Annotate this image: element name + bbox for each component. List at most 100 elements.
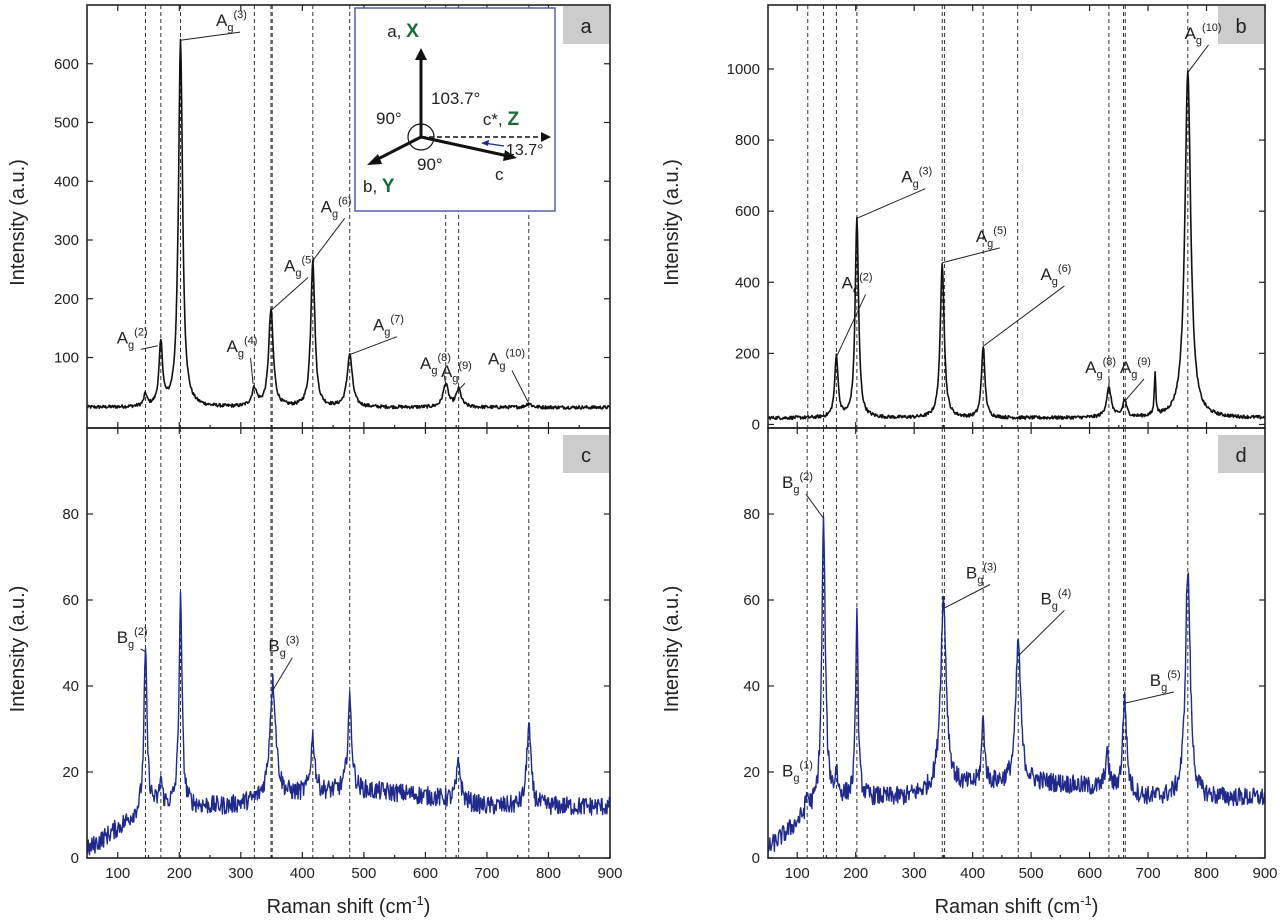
x-tick-label-d-600: 600 [1077, 865, 1102, 882]
b-axis-text: b, [363, 177, 377, 196]
y-tick-label-a-300: 300 [54, 232, 79, 249]
c-axis-label: c [495, 165, 504, 184]
peak-label-sup: (10) [505, 348, 525, 360]
peak-label-b-0: Ag(2) [842, 271, 873, 296]
x-tick-label-d-100: 100 [785, 865, 810, 882]
peak-label-sup: (9) [1137, 356, 1150, 368]
peak-label-main: A [373, 316, 385, 335]
b-axis-bold: Y [382, 176, 395, 197]
peak-label-sub: g [1196, 35, 1202, 47]
peak-label-d-3: Bg(4) [1040, 587, 1071, 612]
peak-leader-a-0 [140, 345, 158, 350]
peak-leader-d-2 [943, 584, 991, 610]
x-tick-label-c-800: 800 [536, 865, 561, 882]
panel-letter-d: d [1235, 445, 1246, 467]
peak-label-sup: (3) [286, 635, 299, 647]
peak-label-sub: g [295, 267, 301, 279]
peak-label-sub: g [793, 772, 799, 784]
peak-label-main: A [117, 328, 129, 347]
peak-label-sup: (2) [134, 626, 147, 638]
peak-label-sub: g [238, 348, 244, 360]
x-tick-label-c-700: 700 [474, 865, 499, 882]
y-tick-label-c-40: 40 [62, 678, 79, 695]
peak-label-main: B [268, 637, 279, 656]
x-tick-label-c-100: 100 [105, 865, 130, 882]
x-axis-title-sup: -1 [412, 893, 424, 908]
x-axis-title-text: Raman shift (cm [935, 896, 1081, 918]
x-tick-label-d-500: 500 [1019, 865, 1044, 882]
peak-label-a-4: Ag(6) [321, 195, 352, 220]
x-tick-label-c-400: 400 [290, 865, 315, 882]
x-tick-label-d-300: 300 [902, 865, 927, 882]
spectrum-line-b [767, 70, 1266, 421]
peak-leader-a-7 [458, 382, 466, 391]
peak-label-main: A [216, 11, 228, 30]
peak-label-main: A [1040, 265, 1052, 284]
peak-label-sup: (6) [1058, 263, 1071, 275]
peak-label-sup: (5) [302, 254, 315, 266]
y-tick-label-d-60: 60 [743, 592, 760, 609]
peak-label-d-1: Bg(2) [782, 471, 813, 496]
peak-label-b-5: Ag(9) [1120, 356, 1151, 381]
x-tick-label-d-700: 700 [1136, 865, 1161, 882]
peak-label-main: B [966, 564, 977, 583]
spectrum-line-a [86, 38, 611, 410]
peak-label-main: B [782, 761, 793, 780]
peak-label-d-2: Bg(3) [966, 562, 997, 587]
peak-label-main: A [1120, 358, 1132, 377]
angle-pointer-head [481, 140, 489, 146]
peak-label-sup: (2) [134, 326, 147, 338]
peak-leader-a-3 [270, 277, 309, 311]
peak-label-sup: (9) [458, 360, 471, 372]
peak-leader-b-2 [942, 247, 1000, 264]
peak-label-main: A [901, 168, 913, 187]
peak-leader-a-1 [180, 31, 241, 41]
a-axis-bold: X [406, 21, 419, 42]
peak-leader-d-0 [805, 780, 808, 783]
x-axis-title-sup: -1 [1080, 893, 1092, 908]
peak-label-a-8: Ag(10) [488, 348, 525, 373]
panel-letter-b: b [1235, 16, 1246, 38]
peak-label-sup: (7) [390, 314, 403, 326]
peak-label-sup: (8) [1103, 356, 1116, 368]
spectrum-line-c [86, 591, 611, 856]
x-tick-label-c-600: 600 [413, 865, 438, 882]
peak-label-sup: (2) [859, 271, 872, 283]
peak-label-a-5: Ag(7) [373, 314, 404, 339]
a-axis-text: a, [387, 22, 401, 41]
panel-d: 100 200 300 400 500 600 700 800 900 0 20 40 60 80 Inte… [661, 427, 1278, 918]
angle-circle [407, 123, 435, 151]
y-tick-label-b-800: 800 [735, 132, 760, 149]
peak-label-a-6: Ag(8) [420, 352, 451, 377]
peak-leader-b-0 [835, 294, 867, 358]
plot-frame-c [86, 427, 611, 859]
y-tick-label-c-0: 0 [71, 850, 79, 867]
angle-cstar-label: 13.7° [506, 142, 544, 159]
y-tick-label-a-500: 500 [54, 115, 79, 132]
peak-label-main: B [117, 628, 128, 647]
angle-ab-label: 90° [376, 109, 402, 128]
c-star-axis-arrowhead [541, 132, 551, 142]
peak-leader-b-1 [856, 188, 926, 219]
panel-badge-d [1218, 435, 1264, 473]
peak-leader-b-6 [1187, 44, 1209, 73]
peak-label-d-0: Bg(1) [782, 759, 813, 784]
peak-label-d-4: Bg(5) [1150, 669, 1181, 694]
peak-label-sub: g [280, 648, 286, 660]
peak-label-sub: g [227, 22, 233, 34]
peak-label-a-1: Ag(3) [216, 9, 247, 34]
plot-frame-d [767, 427, 1266, 859]
peak-leader-c-0 [140, 648, 146, 653]
peak-label-sup: (8) [437, 352, 450, 364]
peak-label-c-1: Bg(3) [268, 635, 299, 660]
b-axis-arrowhead [367, 154, 382, 165]
x-axis-title-c: Raman shift (cm-1) [267, 893, 431, 918]
c-star-axis-bold: Z [507, 109, 519, 130]
y-tick-label-b-0: 0 [752, 416, 760, 433]
a-axis-arrowhead [415, 48, 427, 60]
peak-label-main: A [976, 227, 988, 246]
peak-leader-a-2 [250, 357, 254, 384]
panel-letter-c: c [581, 445, 591, 467]
peak-label-sub: g [332, 208, 338, 220]
